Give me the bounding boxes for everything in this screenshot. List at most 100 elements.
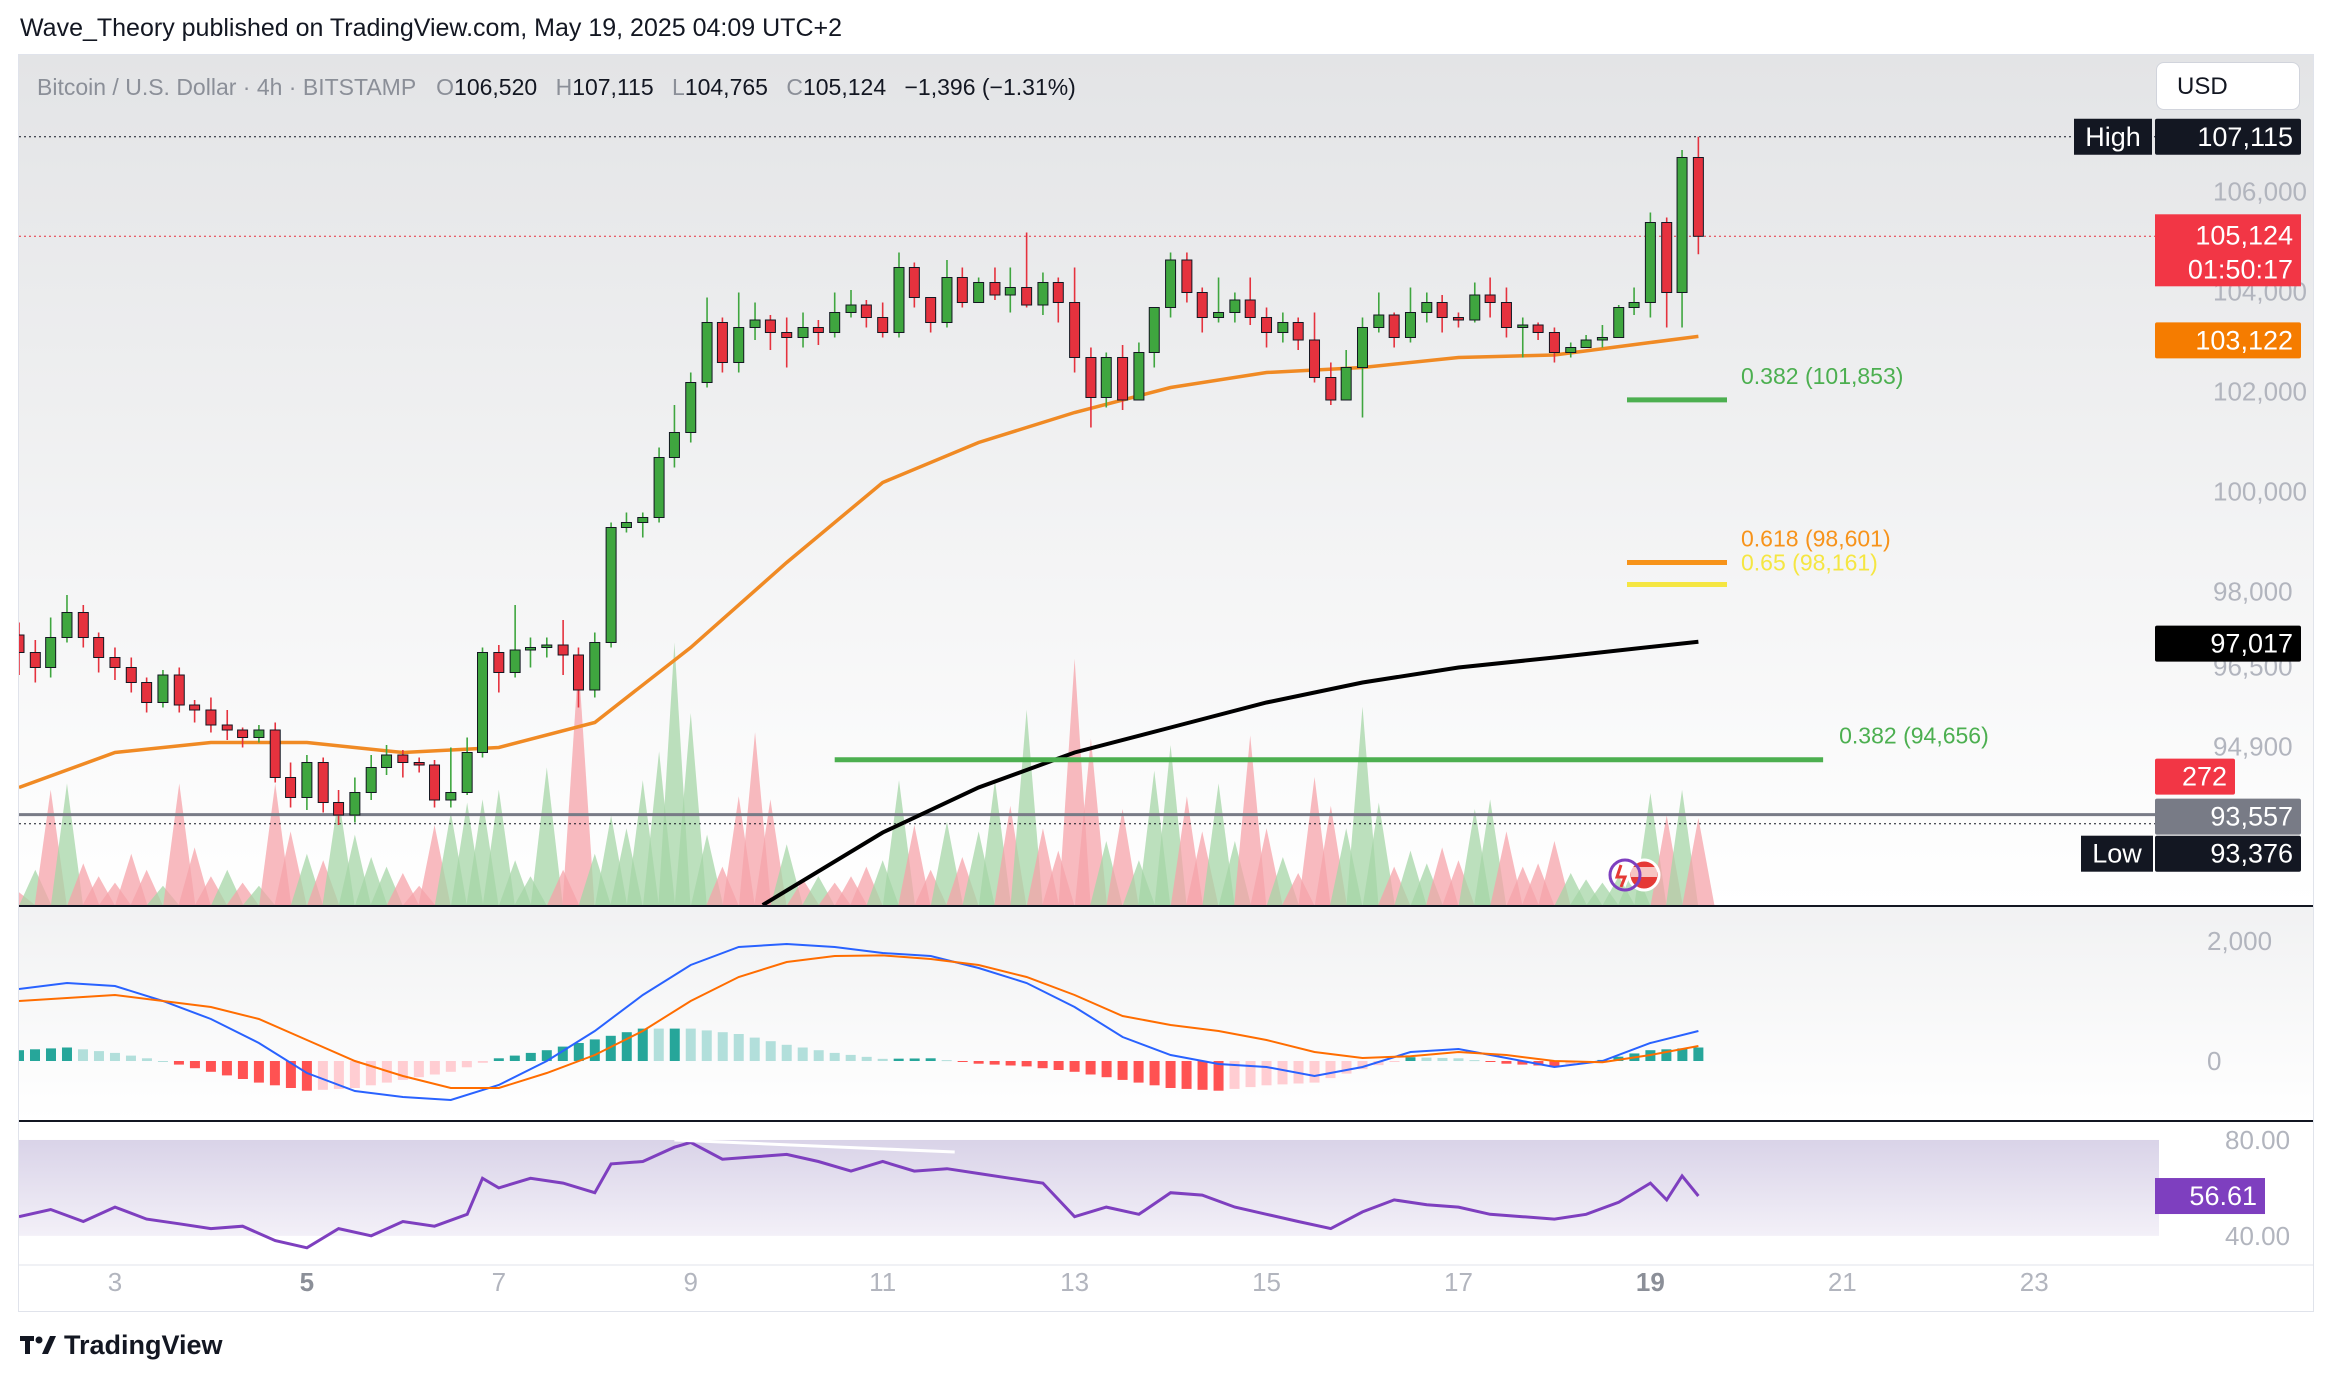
- low-badge-bg: [2155, 835, 2301, 872]
- candle-body: [109, 657, 121, 668]
- chart-canvas[interactable]: 0.382 (101,853) 0.618 (98,601)0.65 (98,16…: [19, 55, 2314, 1312]
- macd-histogram-bar: [1501, 1061, 1512, 1064]
- macd-histogram-bar: [621, 1032, 632, 1061]
- macd-histogram-bar: [573, 1043, 584, 1061]
- candle-body: [668, 432, 680, 458]
- time-axis-tick: 13: [1060, 1267, 1089, 1297]
- ema200-badge: 97,017: [2155, 625, 2301, 662]
- macd-histogram-bar: [1053, 1061, 1064, 1070]
- candle-body: [1117, 357, 1129, 401]
- volume-bar: [178, 847, 211, 905]
- macd-histogram-bar: [605, 1035, 616, 1061]
- macd-histogram-bar: [141, 1058, 152, 1061]
- macd-histogram-bar: [749, 1037, 760, 1061]
- macd-histogram-bar: [1021, 1061, 1032, 1067]
- rsi-badge-text: 56.61: [2189, 1181, 2257, 1211]
- macd-histogram-bar: [893, 1058, 904, 1061]
- time-axis-tick: 17: [1444, 1267, 1473, 1297]
- candle-body: [829, 312, 841, 333]
- publisher-line: Wave_Theory published on TradingView.com…: [20, 14, 842, 42]
- candle-body: [1644, 222, 1656, 303]
- macd-histogram-bar: [1037, 1061, 1048, 1069]
- candle-body: [637, 517, 649, 523]
- fib-level-label: 0.65 (98,161): [1741, 549, 1878, 575]
- candle-body: [1244, 299, 1256, 318]
- high-label: H: [556, 74, 573, 100]
- candle-body: [860, 304, 872, 318]
- volume-badge-text: 272: [2182, 762, 2227, 792]
- macd-histogram-bar: [189, 1061, 200, 1069]
- candle-body: [45, 637, 57, 668]
- candle-body: [61, 612, 73, 638]
- volume-bar: [482, 789, 515, 905]
- candle-body: [845, 304, 857, 313]
- low-value: 104,765: [685, 74, 768, 100]
- macd-histogram-bar: [637, 1028, 648, 1061]
- candle-body: [461, 752, 473, 793]
- candle-body: [1676, 157, 1688, 293]
- rsi-divergence-line: [674, 1138, 955, 1154]
- ema200-line: [761, 639, 1699, 907]
- high-badge-text: 107,115: [2197, 122, 2293, 152]
- macd-histogram-bar: [1229, 1061, 1240, 1089]
- macd-histogram-bar: [829, 1052, 840, 1061]
- last-price-text: 105,124: [2195, 220, 2293, 250]
- candle-body: [812, 327, 824, 333]
- macd-histogram-bar: [1101, 1061, 1112, 1078]
- macd-histogram-bar: [1197, 1061, 1208, 1090]
- chart-frame[interactable]: 0.382 (101,853) 0.618 (98,601) 0.65 (98,16…: [18, 54, 2314, 1312]
- macd-histogram-bar: [685, 1028, 696, 1061]
- macd-histogram-bar: [1133, 1061, 1144, 1083]
- candle-body: [956, 277, 968, 303]
- volume-bar: [674, 713, 707, 905]
- candle-body: [1404, 312, 1416, 338]
- candle-body: [1548, 332, 1560, 353]
- candle-body: [397, 754, 409, 763]
- candle-body: [1309, 339, 1321, 378]
- candle-body: [1069, 302, 1081, 358]
- fib-level-label: 0.618 (98,601): [1741, 525, 1891, 551]
- candle-body: [1436, 302, 1448, 318]
- earnings-event-icon: [1608, 858, 1642, 892]
- macd-histogram-bar: [253, 1061, 264, 1083]
- currency-selector[interactable]: USD: [2156, 62, 2300, 110]
- macd-histogram-bar: [157, 1061, 168, 1062]
- macd-histogram-bar: [1069, 1061, 1080, 1072]
- time-axis-tick: 23: [2020, 1267, 2049, 1297]
- candle-body: [797, 327, 809, 338]
- candle-body: [1325, 377, 1337, 401]
- macd-histogram-bar: [653, 1028, 664, 1061]
- candle-body: [1628, 302, 1640, 308]
- candle-body: [1613, 307, 1625, 338]
- candle-body: [125, 667, 137, 683]
- candle-body: [989, 282, 1001, 296]
- candle-body: [893, 267, 905, 333]
- tradingview-logo[interactable]: TradingView: [20, 1330, 223, 1361]
- candle-body: [173, 674, 185, 706]
- candle-body: [781, 332, 793, 338]
- candle-body: [1229, 299, 1241, 313]
- candle-body: [157, 674, 169, 703]
- macd-histogram-bar: [941, 1060, 952, 1062]
- candle-body: [653, 457, 665, 518]
- high-badge: 107,115: [2155, 118, 2301, 155]
- candle-body: [716, 322, 728, 363]
- candle-body: [524, 647, 536, 651]
- macd-histogram-bar: [525, 1052, 536, 1061]
- time-axis-tick: 15: [1252, 1267, 1281, 1297]
- candle-body: [237, 729, 249, 738]
- macd-histogram-bar: [1421, 1057, 1432, 1061]
- volume-bar: [1538, 841, 1571, 905]
- macd-histogram-bar: [1085, 1061, 1096, 1075]
- candle-body: [349, 792, 361, 816]
- change-value: −1,396 (−1.31%): [905, 74, 1076, 100]
- last-price-badge-bg: [2155, 214, 2301, 287]
- macd-histogram-bar: [1373, 1061, 1384, 1066]
- candle-body: [1277, 322, 1289, 333]
- candle-body: [141, 682, 153, 703]
- macd-histogram-bar: [733, 1034, 744, 1061]
- macd-axis-tick: 0: [2207, 1046, 2221, 1076]
- candle-body: [877, 317, 889, 333]
- macd-histogram-bar: [19, 1050, 24, 1061]
- open-label: O: [436, 74, 454, 100]
